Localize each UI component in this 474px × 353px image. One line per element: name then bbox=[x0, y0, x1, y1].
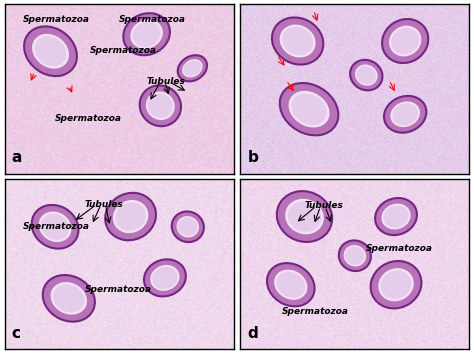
Text: Spermatozoa: Spermatozoa bbox=[55, 114, 122, 123]
Ellipse shape bbox=[277, 191, 332, 242]
Ellipse shape bbox=[140, 85, 181, 126]
Ellipse shape bbox=[280, 25, 316, 58]
Ellipse shape bbox=[172, 211, 204, 242]
Ellipse shape bbox=[123, 13, 170, 55]
Ellipse shape bbox=[345, 246, 365, 265]
Ellipse shape bbox=[39, 211, 72, 242]
Ellipse shape bbox=[285, 199, 324, 234]
Ellipse shape bbox=[183, 60, 201, 76]
Ellipse shape bbox=[272, 17, 323, 65]
Ellipse shape bbox=[53, 285, 84, 312]
Ellipse shape bbox=[24, 26, 77, 76]
Ellipse shape bbox=[356, 66, 376, 84]
Ellipse shape bbox=[274, 270, 308, 300]
Ellipse shape bbox=[51, 282, 87, 315]
Ellipse shape bbox=[389, 26, 421, 56]
Ellipse shape bbox=[280, 83, 338, 135]
Ellipse shape bbox=[32, 34, 69, 68]
Ellipse shape bbox=[105, 193, 156, 240]
Text: Spermatozoa: Spermatozoa bbox=[23, 222, 90, 231]
Text: d: d bbox=[247, 326, 258, 341]
Ellipse shape bbox=[289, 91, 329, 127]
Ellipse shape bbox=[115, 202, 146, 231]
Ellipse shape bbox=[382, 19, 428, 63]
Ellipse shape bbox=[391, 101, 420, 127]
Ellipse shape bbox=[43, 275, 95, 322]
Ellipse shape bbox=[382, 204, 410, 229]
Ellipse shape bbox=[133, 22, 161, 47]
Ellipse shape bbox=[339, 240, 371, 271]
Ellipse shape bbox=[292, 94, 327, 125]
Text: Spermatozoa: Spermatozoa bbox=[282, 307, 348, 316]
Ellipse shape bbox=[150, 265, 180, 291]
Text: Tubules: Tubules bbox=[304, 201, 343, 210]
Ellipse shape bbox=[383, 205, 409, 228]
Ellipse shape bbox=[152, 267, 177, 289]
Ellipse shape bbox=[282, 27, 313, 55]
Ellipse shape bbox=[178, 55, 207, 82]
Ellipse shape bbox=[288, 201, 321, 232]
Ellipse shape bbox=[381, 270, 411, 299]
Ellipse shape bbox=[146, 91, 175, 120]
Ellipse shape bbox=[392, 103, 418, 125]
Ellipse shape bbox=[178, 217, 198, 236]
Text: Tubules: Tubules bbox=[146, 77, 185, 86]
Ellipse shape bbox=[375, 198, 417, 235]
Ellipse shape bbox=[378, 268, 414, 301]
Text: c: c bbox=[11, 326, 20, 341]
Text: Tubules: Tubules bbox=[85, 199, 124, 209]
Ellipse shape bbox=[32, 205, 79, 249]
Ellipse shape bbox=[130, 19, 163, 49]
Text: Spermatozoa: Spermatozoa bbox=[23, 16, 90, 24]
Ellipse shape bbox=[35, 36, 66, 66]
Text: Spermatozoa: Spermatozoa bbox=[90, 46, 156, 55]
Ellipse shape bbox=[182, 59, 203, 77]
Ellipse shape bbox=[350, 60, 383, 90]
Ellipse shape bbox=[384, 96, 427, 133]
Text: a: a bbox=[11, 150, 22, 166]
Ellipse shape bbox=[176, 216, 199, 238]
Text: Spermatozoa: Spermatozoa bbox=[85, 285, 152, 294]
Text: Spermatozoa: Spermatozoa bbox=[366, 244, 433, 253]
Text: Spermatozoa: Spermatozoa bbox=[119, 16, 186, 24]
Text: b: b bbox=[247, 150, 258, 166]
Ellipse shape bbox=[344, 245, 366, 267]
Ellipse shape bbox=[148, 94, 173, 118]
Ellipse shape bbox=[392, 28, 419, 54]
Ellipse shape bbox=[267, 263, 315, 306]
Ellipse shape bbox=[355, 65, 378, 86]
Ellipse shape bbox=[276, 272, 305, 298]
Ellipse shape bbox=[113, 200, 148, 233]
Ellipse shape bbox=[41, 214, 69, 240]
Ellipse shape bbox=[371, 261, 421, 309]
Ellipse shape bbox=[144, 259, 186, 297]
